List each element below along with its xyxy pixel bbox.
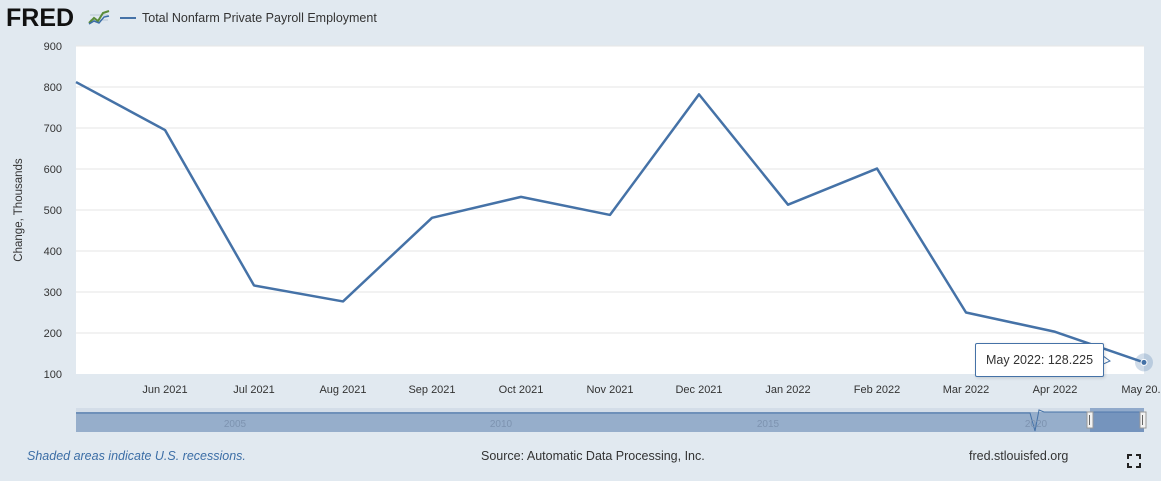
fred-logo-graph-icon: [88, 8, 110, 26]
navigator-year-label: 2005: [224, 419, 247, 430]
y-tick-label: 100: [44, 369, 62, 381]
y-tick-label: 800: [44, 82, 62, 94]
legend-swatch: [120, 16, 136, 19]
time-navigator[interactable]: 2005 2010 2015 2020: [76, 408, 1147, 432]
fullscreen-icon[interactable]: [1127, 454, 1141, 468]
x-tick-label: Sep 2021: [408, 384, 455, 396]
source-text: Source: Automatic Data Processing, Inc.: [481, 449, 705, 463]
x-tick-label: Jul 2021: [233, 384, 275, 396]
chart-legend[interactable]: Total Nonfarm Private Payroll Employment: [120, 10, 377, 26]
navigator-selected-range[interactable]: [1090, 408, 1144, 432]
grid-lines: [76, 45, 1144, 334]
x-tick-label: Jun 2021: [142, 384, 187, 396]
tooltip-label: May 2022:: [986, 353, 1045, 367]
x-tick-label: Feb 2022: [854, 384, 900, 396]
tooltip-value: 128.225: [1047, 353, 1094, 367]
x-tick-label: Aug 2021: [319, 384, 366, 396]
y-tick-label: 400: [44, 246, 62, 258]
chart-header: FRED Total Nonfarm Private Payroll Emplo…: [0, 0, 1161, 40]
series-line[interactable]: [75, 80, 1145, 364]
x-tick-label: May 20...: [1121, 384, 1161, 396]
legend-label: Total Nonfarm Private Payroll Employment: [142, 11, 377, 25]
navigator-series-line: [76, 409, 1144, 432]
x-axis-tick-labels: Jun 2021 Jul 2021 Aug 2021 Sep 2021 Oct 2021…: [142, 384, 1161, 396]
site-link[interactable]: fred.stlouisfed.org: [969, 449, 1069, 463]
x-tick-label: Mar 2022: [943, 384, 989, 396]
navigator-series-fill: [76, 412, 1144, 432]
chart-area: 100 200 300 400 500 600 700 800 900 Change, Thou…: [13, 41, 1161, 432]
navigator-year-label: 2020: [1025, 419, 1048, 430]
x-tick-label: Jan 2022: [765, 384, 810, 396]
y-axis-label: Change, Thousands: [13, 158, 25, 262]
y-tick-label: 900: [44, 41, 62, 53]
x-tick-label: Nov 2021: [586, 384, 633, 396]
x-tick-label: Apr 2022: [1033, 384, 1078, 396]
hover-point[interactable]: [1140, 358, 1148, 366]
x-tick-label: Dec 2021: [675, 384, 722, 396]
navigator-year-labels: 2005 2010 2015 2020: [224, 419, 1048, 430]
series-line-group[interactable]: [75, 80, 1154, 372]
y-tick-label: 300: [44, 287, 62, 299]
navigator-year-label: 2015: [757, 419, 780, 430]
y-tick-label: 700: [44, 123, 62, 135]
y-tick-label: 500: [44, 205, 62, 217]
x-tick-label: Oct 2021: [499, 384, 544, 396]
data-tooltip: May 2022: 128.225: [975, 343, 1105, 377]
y-tick-label: 200: [44, 328, 62, 340]
navigator-year-label: 2010: [490, 419, 513, 430]
y-axis-tick-labels: 100 200 300 400 500 600 700 800 900: [44, 41, 62, 381]
fred-logo[interactable]: FRED: [6, 4, 75, 32]
y-tick-label: 600: [44, 164, 62, 176]
recession-note[interactable]: Shaded areas indicate U.S. recessions.: [27, 449, 246, 463]
